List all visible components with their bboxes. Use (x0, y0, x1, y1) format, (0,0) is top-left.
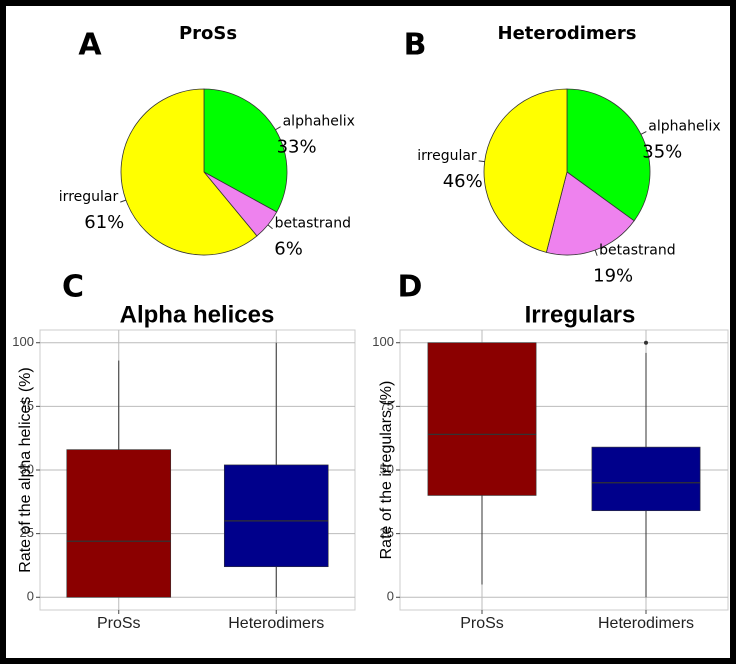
y-tick-label: 75 (20, 398, 34, 413)
slice-value: 61% (84, 212, 124, 233)
y-tick-label: 50 (20, 461, 34, 476)
y-tick-label: 25 (20, 525, 34, 540)
slice-value: 19% (593, 266, 633, 287)
box (223, 464, 329, 568)
box (591, 446, 701, 512)
slice-label: alphahelix (283, 114, 355, 130)
chart-title: Alpha helices (120, 301, 275, 328)
slice-label: betastrand (275, 216, 351, 232)
leader-line (275, 126, 281, 131)
x-tick-label: Heterodimers (598, 615, 694, 632)
chart-title: Irregulars (525, 301, 636, 328)
y-tick-label: 100 (12, 334, 34, 349)
slice-label: irregular (59, 189, 119, 205)
y-tick-label: 25 (380, 525, 394, 540)
box (427, 342, 537, 496)
y-axis-label: Rate of the alpha helices (%) (17, 367, 34, 572)
slice-value: 33% (277, 137, 317, 158)
x-tick-label: ProSs (460, 615, 504, 632)
x-tick-label: Heterodimers (228, 615, 324, 632)
y-tick-label: 0 (27, 589, 34, 604)
y-tick-label: 0 (387, 589, 394, 604)
y-tick-label: 75 (380, 398, 394, 413)
slice-label: alphahelix (648, 119, 720, 135)
slice-value: 35% (642, 142, 682, 163)
slice-label: irregular (417, 148, 477, 164)
x-tick-label: ProSs (97, 615, 141, 632)
slice-label: betastrand (599, 243, 675, 259)
pie-slice (483, 88, 568, 253)
slice-value: 46% (443, 171, 483, 192)
leader-line (120, 199, 127, 203)
leader-line (594, 249, 598, 256)
panel-letter: A (78, 28, 102, 63)
panel-letter: B (404, 28, 427, 63)
y-tick-label: 100 (372, 334, 394, 349)
leader-line (478, 160, 485, 163)
y-axis-label: Rate of the irregulars (%) (378, 381, 395, 560)
pie-title: Heterodimers (498, 23, 637, 44)
panel-letter: C (62, 270, 84, 305)
y-tick-label: 50 (380, 461, 394, 476)
box (66, 449, 172, 598)
panel-letter: D (398, 270, 423, 305)
pie-slice (566, 88, 651, 222)
pie-slice (545, 171, 635, 256)
outlier (644, 340, 648, 345)
pie-slice (203, 88, 288, 213)
pie-title: ProSs (179, 23, 237, 44)
leader-line (267, 224, 273, 230)
leader-line (640, 131, 647, 135)
pie-slice (120, 88, 258, 256)
slice-value: 6% (274, 239, 303, 260)
